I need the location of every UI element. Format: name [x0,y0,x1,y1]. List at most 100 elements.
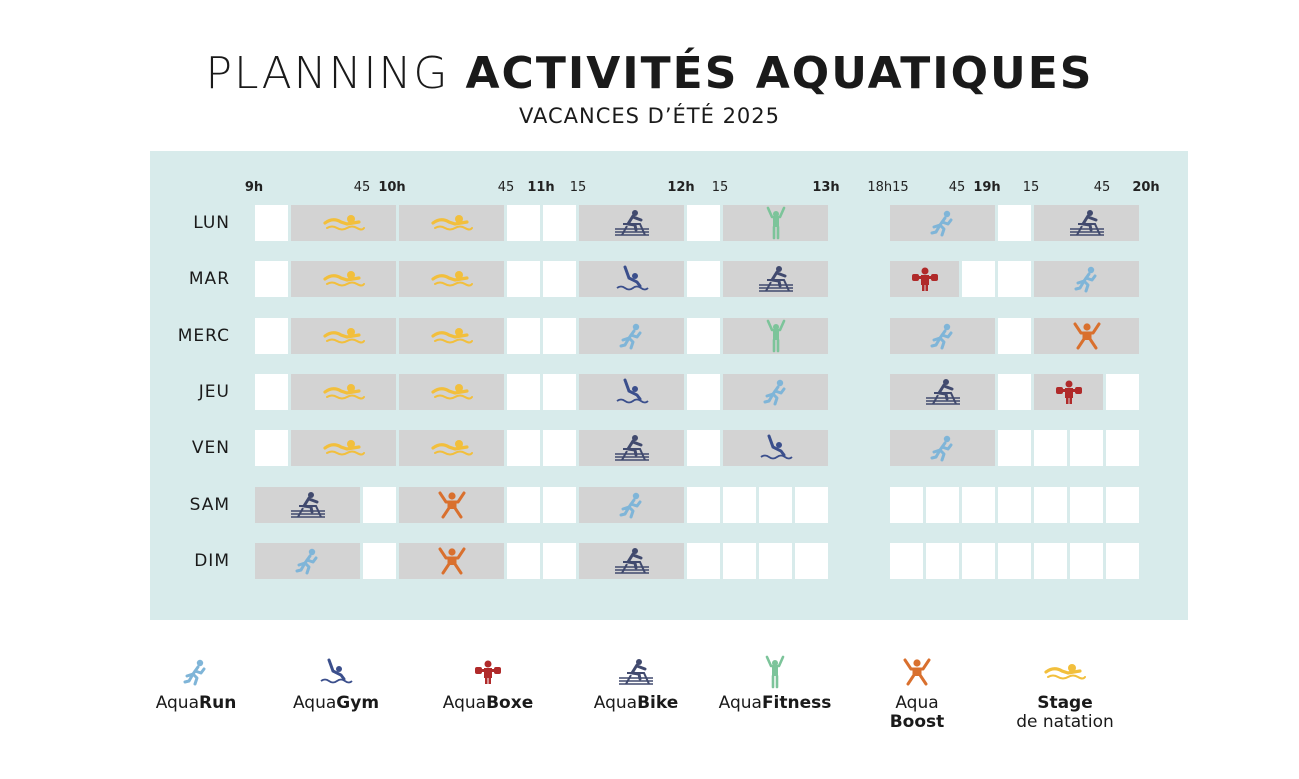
empty-slot [998,486,1031,523]
activity-slot-aquagym [579,261,684,298]
empty-slot [363,542,396,579]
empty-slot [687,205,720,241]
title-bold: ACTIVITÉS AQUATIQUES [465,48,1094,99]
legend-label: Aqua Boost [889,693,945,732]
time-tick: 18h15 [867,180,909,195]
activity-slot-aquarun [890,430,995,467]
legend-label: AquaFitness [718,693,832,713]
empty-slot [1106,373,1139,410]
aquabike-icon [561,650,711,694]
empty-slot [1106,430,1139,467]
activity-slot-aquaboost [1034,317,1139,354]
empty-slot [255,430,288,467]
time-tick: 15 [569,180,587,195]
time-tick: 20h [1132,180,1160,195]
time-tick: 45 [497,180,515,195]
empty-slot [795,542,828,579]
aquafitness-icon [700,650,850,694]
activity-slot-aquafitness [723,317,828,354]
legend-item-aquagym: AquaGym [261,650,411,713]
stage-natation-icon [322,269,365,289]
empty-slot [507,430,540,467]
empty-slot [507,542,540,579]
stage-natation-icon [430,269,473,289]
legend-item-aquafitness: AquaFitness [700,650,850,713]
activity-slot-stage [291,430,396,467]
empty-slot [543,317,576,354]
empty-slot [507,317,540,354]
day-label: VEN [191,438,230,459]
empty-slot [759,486,792,523]
aquabike-icon [614,433,650,463]
empty-slot [1034,542,1067,579]
activity-slot-aquafitness [723,205,828,241]
aquarun-icon [617,321,647,351]
time-tick: 13h [812,180,840,195]
empty-slot [1070,542,1103,579]
empty-slot [687,261,720,298]
activity-slot-stage [291,205,396,241]
activity-slot-stage [291,373,396,410]
aquarun-icon [928,433,958,463]
empty-slot [890,542,923,579]
activity-slot-aquarun [723,373,828,410]
empty-slot [255,317,288,354]
empty-slot [687,317,720,354]
aquagym-icon [759,433,793,463]
day-label: MAR [188,269,230,290]
legend-item-aquabike: AquaBike [561,650,711,713]
activity-slot-aquaboxe [890,261,959,298]
aquarun-icon [761,377,791,407]
aquabike-icon [925,377,961,407]
empty-slot [687,486,720,523]
time-tick: 45 [948,180,966,195]
empty-slot [1034,486,1067,523]
empty-slot [543,373,576,410]
activity-slot-aquarun [579,317,684,354]
empty-slot [795,486,828,523]
legend-item-stage: Stage de natation [990,650,1140,732]
empty-slot [543,205,576,241]
legend-item-aquarun: AquaRun [121,650,271,713]
activity-slot-stage [399,373,504,410]
activity-slot-aquarun [890,205,995,241]
activity-slot-aquabike [579,205,684,241]
time-tick: 15 [1022,180,1040,195]
aquaboxe-icon [1054,379,1084,405]
time-tick: 19h [973,180,1001,195]
legend-label: Stage de natation [1016,693,1114,732]
activity-slot-stage [399,205,504,241]
aquaboost-icon [437,490,467,520]
empty-slot [507,205,540,241]
empty-slot [998,317,1031,354]
aquaboxe-icon [910,266,940,292]
empty-slot [926,542,959,579]
activity-slot-aquagym [579,373,684,410]
aquabike-icon [290,490,326,520]
activity-slot-aquabike [255,486,360,523]
aquabike-icon [614,546,650,576]
stage-natation-icon [990,650,1140,694]
empty-slot [1070,430,1103,467]
activity-slot-stage [291,261,396,298]
empty-slot [687,542,720,579]
page-subtitle: VACANCES D’ÉTÉ 2025 [518,104,781,128]
activity-slot-aquaboost [399,486,504,523]
empty-slot [1034,430,1067,467]
aquarun-icon [928,321,958,351]
day-label: SAM [189,494,230,515]
stage-natation-icon [430,438,473,458]
aquabike-icon [758,264,794,294]
empty-slot [507,373,540,410]
aquabike-icon [1069,208,1105,238]
stage-natation-icon [430,382,473,402]
activity-slot-aquaboxe [1034,373,1103,410]
empty-slot [255,205,288,241]
legend-label: AquaRun [155,693,237,713]
empty-slot [543,261,576,298]
time-tick: 45 [353,180,371,195]
empty-slot [255,261,288,298]
aquarun-icon [121,650,271,694]
empty-slot [363,486,396,523]
empty-slot [255,373,288,410]
